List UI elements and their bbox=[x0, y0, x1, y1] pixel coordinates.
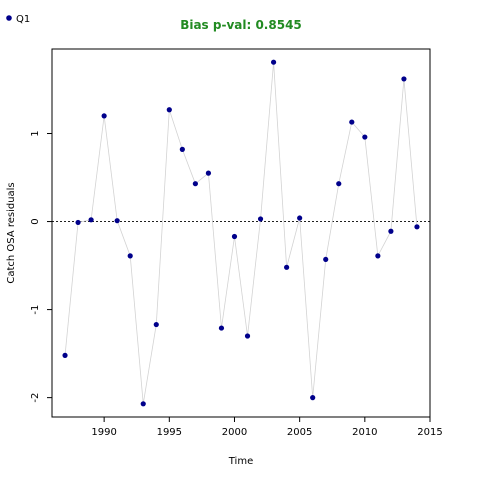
x-tick-label-2005: 2005 bbox=[287, 427, 312, 438]
data-point-1994 bbox=[153, 321, 159, 328]
data-point-2005 bbox=[297, 215, 303, 221]
data-point-2010 bbox=[362, 134, 368, 140]
data-point-1987 bbox=[62, 352, 68, 358]
legend-label-q1: Q1 bbox=[16, 14, 30, 25]
data-point-2008 bbox=[336, 181, 342, 187]
data-point-2002 bbox=[257, 216, 264, 222]
x-axis: 1990 1995 2000 2005 2010 2015 bbox=[91, 417, 443, 438]
data-point-1991 bbox=[114, 218, 120, 224]
data-point-2006 bbox=[310, 395, 316, 401]
x-tick-label-2000: 2000 bbox=[222, 427, 247, 438]
data-point-1990 bbox=[101, 113, 107, 119]
data-point-2000 bbox=[231, 233, 238, 240]
data-point-2013 bbox=[401, 76, 407, 82]
legend-marker-q1 bbox=[6, 15, 12, 21]
chart-title: Bias p-val: 0.8545 bbox=[180, 18, 302, 32]
plot-area bbox=[51, 48, 431, 418]
y-axis: -2 -1 0 1 bbox=[30, 130, 52, 403]
data-point-2004 bbox=[284, 264, 290, 270]
x-axis-title: Time bbox=[228, 456, 253, 467]
data-point-1995 bbox=[166, 107, 172, 113]
y-tick-label--2: -2 bbox=[30, 393, 41, 403]
data-point-2009 bbox=[349, 119, 355, 125]
data-point-2001 bbox=[244, 333, 251, 339]
data-point-2003 bbox=[270, 59, 277, 65]
y-tick-label-0: 0 bbox=[30, 218, 41, 224]
data-point-1997 bbox=[192, 181, 198, 187]
y-axis-title: Catch OSA residuals bbox=[6, 182, 17, 283]
x-tick-label-2010: 2010 bbox=[352, 427, 377, 438]
data-point-1989 bbox=[88, 217, 94, 223]
x-tick-label-1990: 1990 bbox=[91, 427, 116, 438]
x-tick-label-1995: 1995 bbox=[157, 427, 182, 438]
data-point-1992 bbox=[127, 253, 133, 259]
data-point-2011 bbox=[375, 253, 381, 259]
x-tick-label-2015: 2015 bbox=[417, 427, 442, 438]
data-point-1998 bbox=[205, 170, 212, 176]
data-point-2012 bbox=[388, 228, 394, 234]
data-point-2007 bbox=[323, 256, 329, 263]
y-tick-label--1: -1 bbox=[30, 305, 41, 315]
data-point-1993 bbox=[140, 401, 146, 407]
y-tick-label-1: 1 bbox=[30, 130, 41, 136]
data-points bbox=[62, 59, 420, 407]
series-line-q1 bbox=[64, 62, 418, 404]
data-point-1988 bbox=[75, 219, 81, 226]
data-point-2014 bbox=[414, 224, 420, 230]
legend: Q1 bbox=[6, 14, 30, 25]
data-point-1999 bbox=[218, 325, 225, 331]
data-point-1996 bbox=[179, 146, 185, 152]
